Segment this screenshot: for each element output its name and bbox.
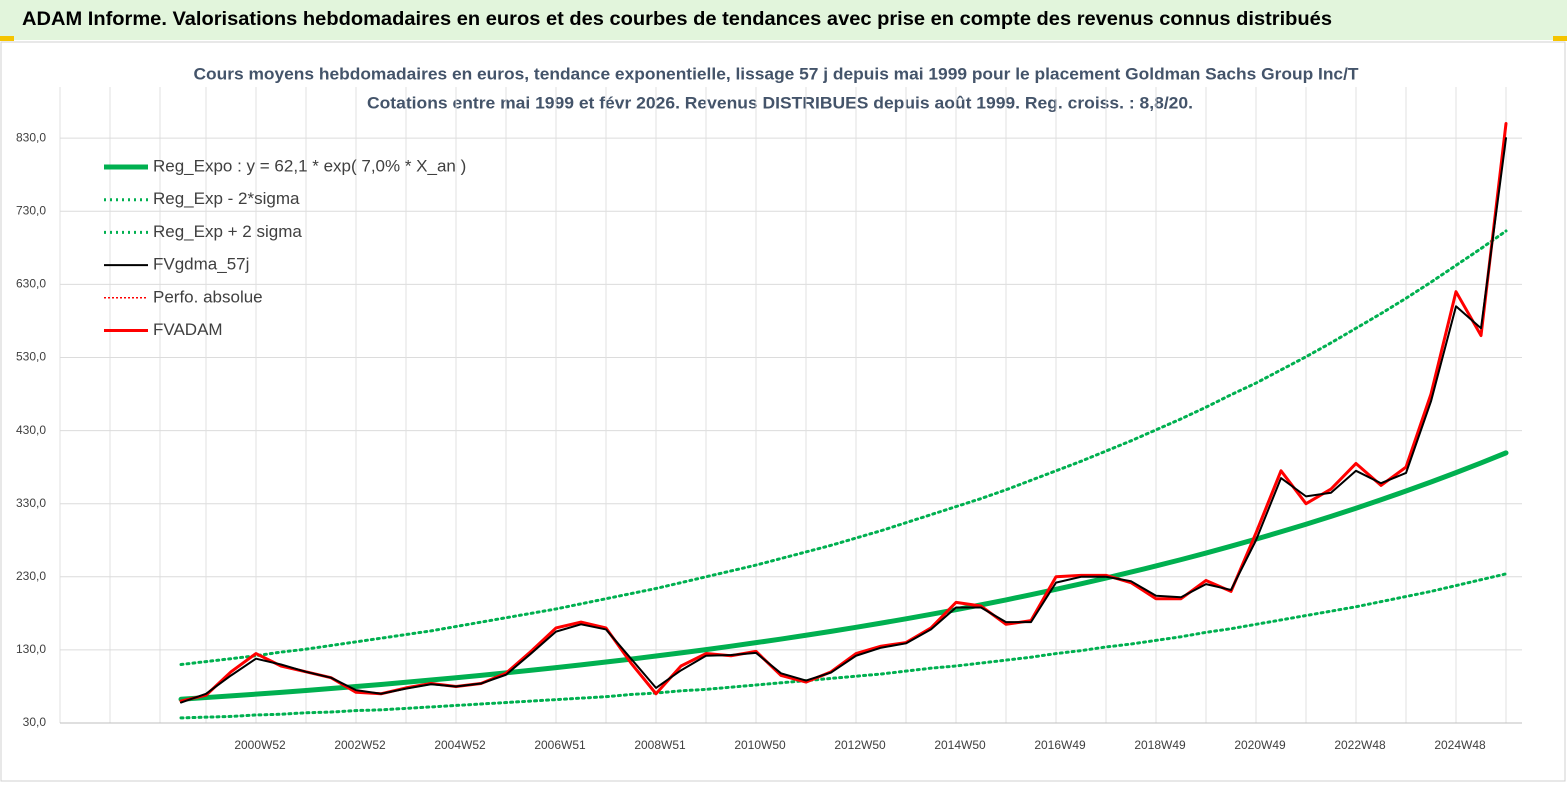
x-tick-label: 2022W48 [1334,738,1386,752]
series-line [179,572,1508,720]
corner [0,36,14,41]
series-line [179,229,1508,667]
legend-label: FVgdma_57j [153,255,249,274]
y-tick-label: 730,0 [16,203,46,217]
x-tick-label: 2012W50 [834,738,886,752]
series-line [180,137,1507,704]
chart-title: Cours moyens hebdomadaires en euros, ten… [194,64,1360,83]
y-tick-label: 330,0 [16,496,46,510]
x-tick-label: 2006W51 [534,738,586,752]
series-line [178,450,1509,702]
legend-label: Reg_Exp - 2*sigma [153,189,300,208]
y-tick-label: 130,0 [16,642,46,656]
x-tick-label: 2014W50 [934,738,986,752]
legend-label: Perfo. absolue [153,287,263,306]
x-tick-label: 2018W49 [1134,738,1186,752]
header-bar [0,0,1567,40]
x-tick-label: 2008W51 [634,738,686,752]
y-tick-label: 830,0 [16,130,46,144]
y-tick-label: 630,0 [16,277,46,291]
x-tick-label: 2020W49 [1234,738,1286,752]
x-tick-label: 2024W48 [1434,738,1486,752]
chart-border [0,41,1566,782]
y-tick-label: 230,0 [16,569,46,583]
header-title: ADAM Informe. Valorisations hebdomadaire… [22,9,1332,30]
y-tick-label: 30,0 [23,715,47,729]
y-tick-label: 430,0 [16,423,46,437]
legend-label: Reg_Expo : y = 62,1 * exp( 7,0% * X_an ) [153,156,466,175]
legend-label: FVADAM [153,320,223,339]
chart-subtitle: Cotations entre mai 1999 et févr 2026. R… [367,93,1193,112]
left-grid [59,87,161,723]
x-tick-label: 2004W52 [434,738,486,752]
x-tick-label: 2002W52 [334,738,386,752]
legend-label: Reg_Exp + 2 sigma [153,222,302,241]
series-line [179,122,1508,703]
corner [1553,36,1567,41]
x-tick-label: 2010W50 [734,738,786,752]
x-tick-label: 2000W52 [234,738,286,752]
x-tick-label: 2016W49 [1034,738,1086,752]
y-tick-label: 530,0 [16,350,46,364]
